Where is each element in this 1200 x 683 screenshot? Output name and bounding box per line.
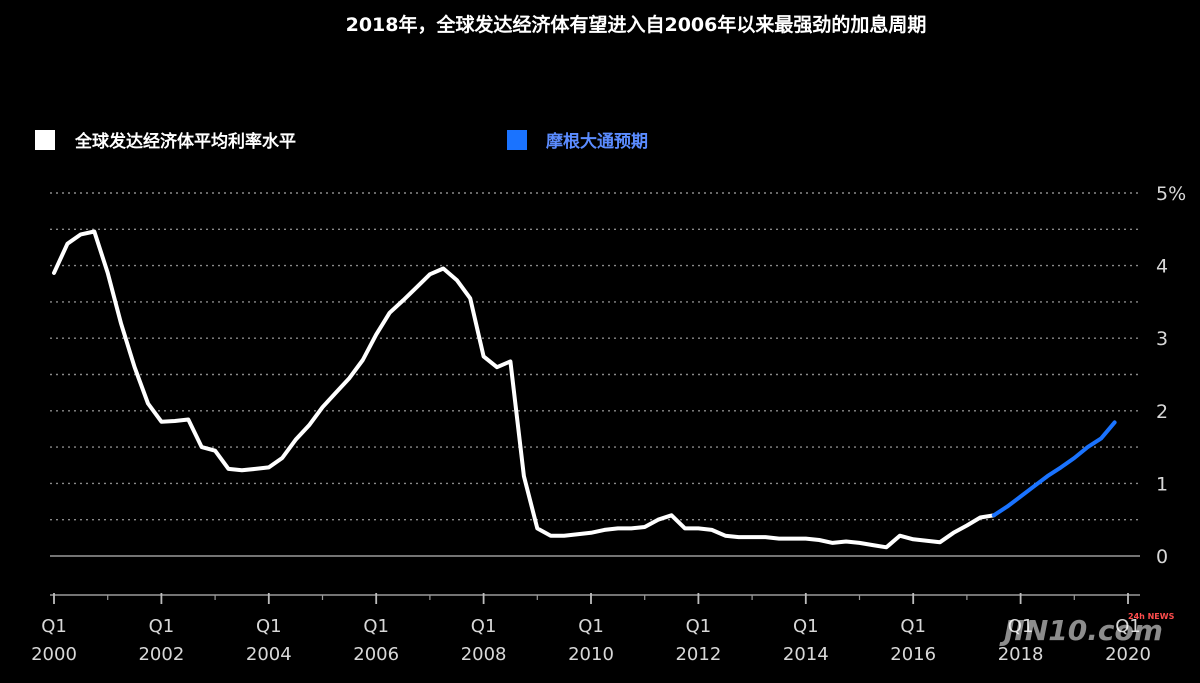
x-tick-year: 2018 [998, 644, 1044, 665]
x-tick-year: 2010 [568, 644, 614, 665]
legend-swatch-blue [507, 130, 527, 150]
x-tick-quarter: Q1 [1115, 616, 1141, 637]
x-tick-quarter: Q1 [900, 616, 926, 637]
legend: 全球发达经济体平均利率水平 摩根大通预期 [35, 130, 648, 152]
x-tick-year: 2008 [461, 644, 507, 665]
x-tick-quarter: Q1 [793, 616, 819, 637]
y-tick-label: 0 [1156, 546, 1168, 568]
x-tick-quarter: Q1 [471, 616, 497, 637]
x-tick-quarter: Q1 [363, 616, 389, 637]
x-tick-year: 2002 [138, 644, 184, 665]
grid-lines [50, 192, 1140, 557]
x-tick-year: 2020 [1105, 644, 1151, 665]
x-tick-year: 2014 [783, 644, 829, 665]
y-tick-label: 4 [1156, 256, 1168, 278]
x-tick-quarter: Q1 [686, 616, 712, 637]
y-axis-ticks: 5% 4 3 2 1 0 [1156, 183, 1186, 568]
legend-swatch-white [35, 130, 55, 150]
watermark-logo: JIN10.com [999, 614, 1163, 647]
x-tick-quarter: Q1 [41, 616, 67, 637]
watermark: JIN10.com 24h NEWS [999, 612, 1175, 647]
x-tick-year: 2006 [353, 644, 399, 665]
y-tick-label: 5% [1156, 183, 1186, 205]
legend-label-jpm-forecast: 摩根大通预期 [546, 131, 648, 152]
x-tick-quarter: Q1 [256, 616, 282, 637]
x-tick-year: 2012 [675, 644, 721, 665]
x-tick-quarter: Q1 [1008, 616, 1034, 637]
x-tick-year: 2004 [246, 644, 292, 665]
x-axis: Q1 2000 Q1 2002 Q1 2004 Q1 2006 Q1 2008 Q1 2010 Q1 20… [31, 593, 1151, 665]
chart-title: 2018年，全球发达经济体有望进入自2006年以来最强劲的加息周期 [346, 13, 927, 36]
x-tick-year: 2016 [890, 644, 936, 665]
y-tick-label: 2 [1156, 401, 1168, 423]
series-lines [52, 229, 1117, 550]
x-tick-quarter: Q1 [149, 616, 175, 637]
x-tick-quarter: Q1 [578, 616, 604, 637]
series-line-jpm-forecast [991, 420, 1117, 518]
watermark-badge: 24h NEWS [1128, 612, 1175, 621]
series-line-average-rate [52, 229, 996, 550]
x-tick-year: 2000 [31, 644, 77, 665]
y-tick-label: 3 [1156, 328, 1168, 350]
legend-label-average-rate: 全球发达经济体平均利率水平 [74, 131, 296, 152]
y-tick-label: 1 [1156, 473, 1168, 495]
